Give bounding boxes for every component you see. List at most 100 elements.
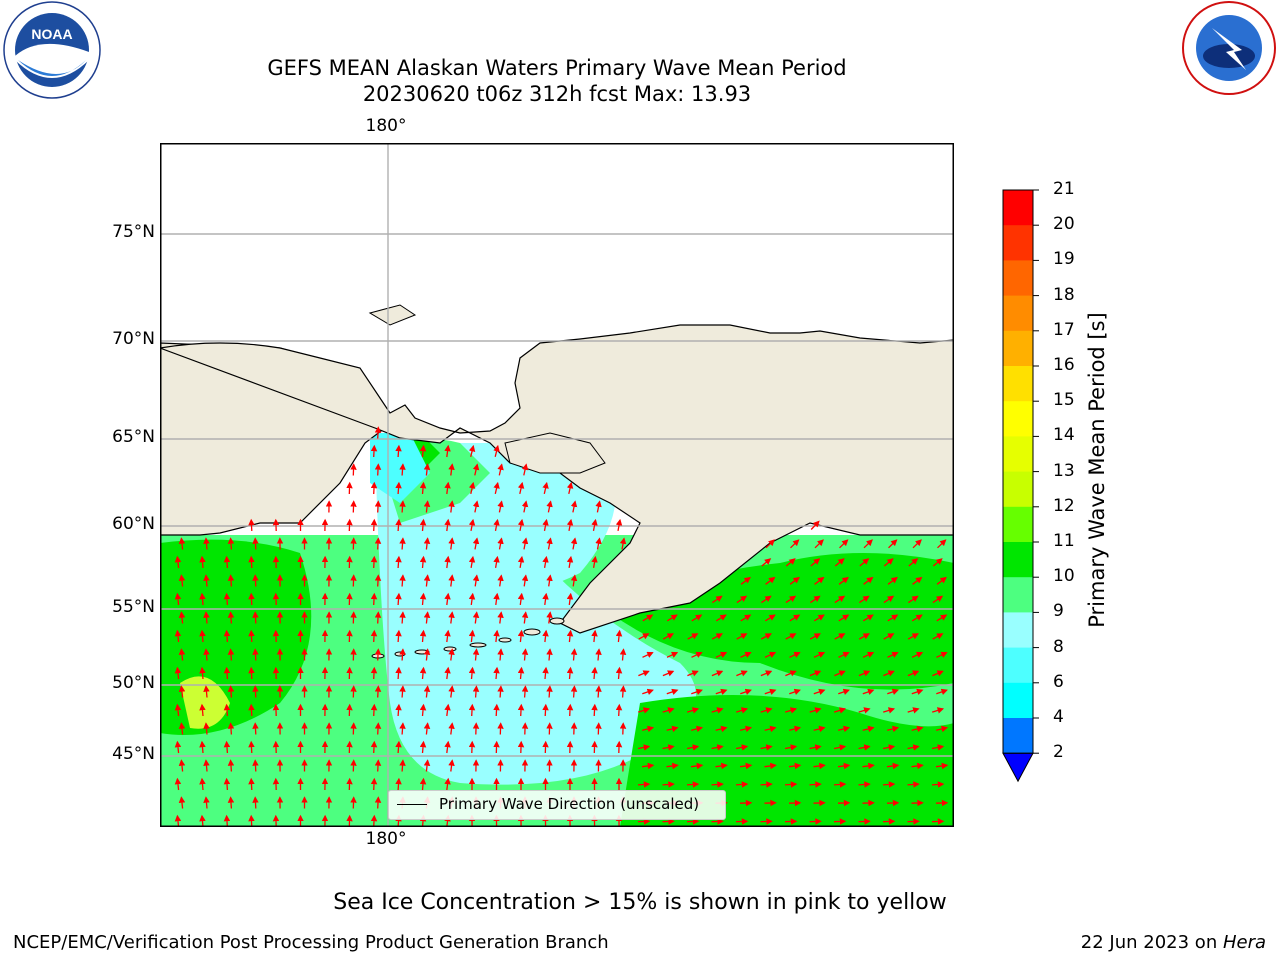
colorbar-tick-label: 11	[1053, 531, 1075, 551]
wave-direction-arrow	[252, 648, 259, 661]
wave-direction-arrow	[863, 576, 874, 585]
wave-direction-arrow	[395, 481, 402, 495]
wave-direction-arrow	[810, 520, 820, 530]
wave-direction-arrow	[666, 651, 679, 658]
colorbar-segment	[1003, 295, 1033, 332]
wave-direction-arrow	[788, 762, 802, 770]
wave-direction-arrow	[761, 558, 772, 567]
wave-direction-arrow	[497, 537, 504, 550]
wave-direction-arrow	[638, 633, 650, 640]
wave-direction-arrow	[444, 481, 451, 495]
wave-direction-arrow	[419, 666, 427, 680]
wave-direction-arrow	[546, 500, 553, 513]
wave-direction-arrow	[472, 500, 480, 513]
wave-direction-arrow	[472, 648, 480, 661]
wave-direction-arrow	[227, 537, 235, 550]
wave-direction-arrow	[907, 707, 920, 714]
wave-direction-arrow	[887, 614, 899, 622]
wave-direction-arrow	[642, 688, 654, 695]
wave-direction-arrow	[691, 725, 704, 733]
wave-direction-arrow	[493, 703, 500, 717]
wave-direction-arrow	[691, 688, 703, 695]
wave-direction-arrow	[517, 629, 525, 643]
map-legend: Primary Wave Direction (unscaled)	[388, 790, 726, 820]
wave-direction-arrow	[785, 633, 797, 640]
wave-direction-arrow	[932, 633, 944, 640]
colorbar	[1002, 189, 1039, 783]
wave-direction-arrow	[765, 576, 776, 585]
wave-direction-arrow	[838, 614, 850, 622]
wave-direction-arrow	[642, 651, 654, 658]
wave-direction-arrow	[223, 666, 231, 680]
wave-direction-arrow	[493, 629, 500, 643]
wave-direction-arrow	[760, 744, 773, 751]
noaa-logo: NOAA	[3, 1, 101, 99]
wave-direction-arrow	[395, 592, 402, 606]
wave-direction-arrow	[174, 666, 182, 680]
wave-direction-arrow	[227, 796, 235, 809]
wave-direction-arrow	[715, 762, 728, 770]
chart-title: GEFS MEAN Alaskan Waters Primary Wave Me…	[267, 56, 847, 80]
wave-direction-arrow	[374, 722, 382, 735]
wave-direction-arrow	[615, 666, 623, 680]
wave-direction-arrow	[468, 444, 476, 457]
wave-direction-arrow	[423, 648, 431, 661]
wave-direction-arrow	[423, 685, 431, 698]
wave-direction-arrow	[862, 725, 875, 733]
lon-label-top: 180°	[365, 116, 407, 136]
footer-host: Hera	[1222, 932, 1266, 953]
nws-logo	[1182, 1, 1276, 95]
wave-direction-arrow	[662, 670, 675, 677]
wave-direction-arrow	[931, 744, 945, 751]
wave-direction-arrow	[374, 463, 382, 476]
wave-direction-arrow	[448, 463, 455, 476]
lat-label-75: 75°N	[112, 222, 155, 242]
wave-direction-arrow	[546, 648, 553, 661]
wave-direction-arrow	[858, 781, 871, 788]
wave-direction-arrow	[810, 558, 821, 567]
wave-direction-arrow	[448, 574, 455, 587]
wave-direction-arrow	[858, 633, 870, 640]
colorbar-segment	[1003, 225, 1033, 261]
wave-direction-arrow	[444, 592, 451, 606]
wave-direction-arrow	[546, 537, 553, 550]
wave-direction-arrow	[813, 725, 826, 733]
wave-direction-arrow	[687, 633, 699, 640]
wave-direction-arrow	[591, 518, 598, 532]
wave-direction-arrow	[619, 537, 627, 550]
wave-direction-arrow	[248, 666, 255, 680]
wave-direction-arrow	[833, 744, 847, 751]
wave-direction-arrow	[497, 685, 504, 698]
wave-direction-arrow	[203, 537, 210, 550]
wave-direction-arrow	[227, 722, 235, 735]
wave-direction-arrow	[521, 574, 529, 587]
wave-direction-arrow	[715, 614, 727, 622]
wave-direction-arrow	[883, 633, 895, 640]
wave-direction-arrow	[468, 666, 476, 680]
wave-direction-arrow	[662, 633, 674, 640]
colorbar-segment	[1003, 190, 1033, 226]
wave-direction-arrow	[833, 781, 847, 788]
wave-direction-arrow	[419, 518, 427, 532]
wave-direction-arrow	[813, 651, 826, 658]
wave-direction-arrow	[838, 651, 850, 658]
wave-direction-arrow	[252, 796, 259, 809]
wave-direction-arrow	[739, 762, 753, 770]
colorbar-segment	[1003, 401, 1033, 437]
lat-label-45: 45°N	[112, 744, 155, 764]
wave-direction-arrow	[566, 518, 574, 532]
wave-direction-arrow	[542, 703, 549, 717]
wave-direction-arrow	[911, 688, 924, 695]
wave-direction-arrow	[936, 576, 947, 585]
wave-direction-arrow	[444, 444, 451, 458]
wave-direction-arrow	[227, 574, 235, 587]
wave-direction-arrow	[223, 592, 231, 606]
wave-direction-arrow	[566, 481, 574, 495]
wave-direction-arrow	[370, 555, 378, 569]
wave-direction-arrow	[468, 592, 476, 605]
wave-direction-arrow	[199, 629, 206, 643]
wave-direction-arrow	[497, 648, 504, 661]
wave-direction-arrow	[764, 762, 777, 770]
colorbar-tick-label: 15	[1053, 390, 1075, 411]
wave-direction-arrow	[419, 481, 427, 495]
